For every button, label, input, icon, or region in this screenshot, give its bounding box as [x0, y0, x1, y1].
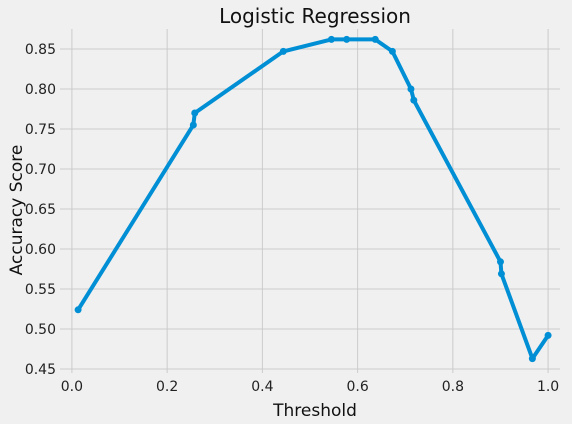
x-tick-label: 0.2: [156, 379, 178, 395]
data-point: [410, 96, 418, 104]
x-tick-label: 0.4: [251, 379, 273, 395]
y-tick-label: 0.75: [25, 122, 56, 138]
y-tick-label: 0.80: [25, 82, 56, 98]
series: [74, 35, 552, 363]
data-point: [497, 270, 505, 278]
data-point: [407, 85, 415, 93]
y-tick-label: 0.60: [25, 242, 56, 258]
y-tick-label: 0.45: [25, 362, 56, 378]
y-axis-label: Accuracy Score: [7, 145, 27, 276]
data-point: [327, 35, 335, 43]
data-point: [343, 35, 351, 43]
grid: [60, 29, 560, 373]
chart-title: Logistic Regression: [219, 4, 411, 28]
x-tick-label: 0.6: [346, 379, 368, 395]
y-tick-label: 0.85: [25, 42, 56, 58]
data-point: [496, 258, 504, 266]
y-tick-label: 0.55: [25, 282, 56, 298]
data-point: [191, 109, 199, 117]
x-tick-label: 1.0: [537, 379, 559, 395]
tick-labels: 0.0 0.2 0.4 0.6 0.8 1.0 0.45 0.50 0.55 0.60 0.65 0.…: [25, 42, 559, 395]
data-point: [189, 121, 197, 129]
x-tick-label: 0.8: [442, 379, 464, 395]
y-tick-label: 0.65: [25, 202, 56, 218]
data-point: [74, 306, 82, 314]
data-point: [528, 355, 536, 363]
data-point: [371, 35, 379, 43]
x-axis-label: Threshold: [272, 401, 357, 421]
x-tick-label: 0.0: [61, 379, 83, 395]
y-tick-label: 0.70: [25, 162, 56, 178]
data-point: [544, 331, 552, 339]
data-point: [279, 47, 287, 55]
data-point: [388, 47, 396, 55]
y-tick-label: 0.50: [25, 322, 56, 338]
